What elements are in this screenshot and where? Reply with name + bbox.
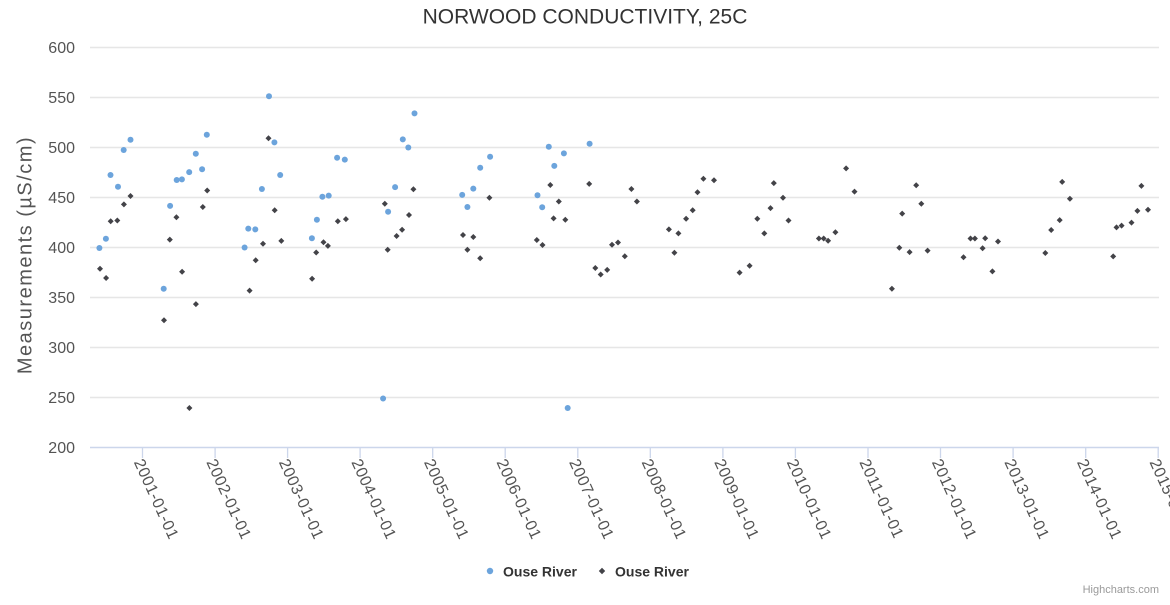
svg-text:550: 550 [48,90,75,107]
svg-text:Highcharts.com: Highcharts.com [1083,584,1159,596]
svg-text:250: 250 [48,390,75,407]
svg-text:500: 500 [48,140,75,157]
svg-text:Ouse River: Ouse River [615,564,689,580]
svg-text:200: 200 [48,440,75,457]
svg-text:400: 400 [48,240,75,257]
svg-text:Measurements (µS/cm): Measurements (µS/cm) [15,136,37,374]
svg-text:300: 300 [48,340,75,357]
svg-text:350: 350 [48,290,75,307]
svg-text:450: 450 [48,190,75,207]
svg-text:600: 600 [48,40,75,57]
svg-text:Ouse River: Ouse River [503,564,577,580]
svg-text:NORWOOD CONDUCTIVITY, 25C: NORWOOD CONDUCTIVITY, 25C [423,6,748,29]
